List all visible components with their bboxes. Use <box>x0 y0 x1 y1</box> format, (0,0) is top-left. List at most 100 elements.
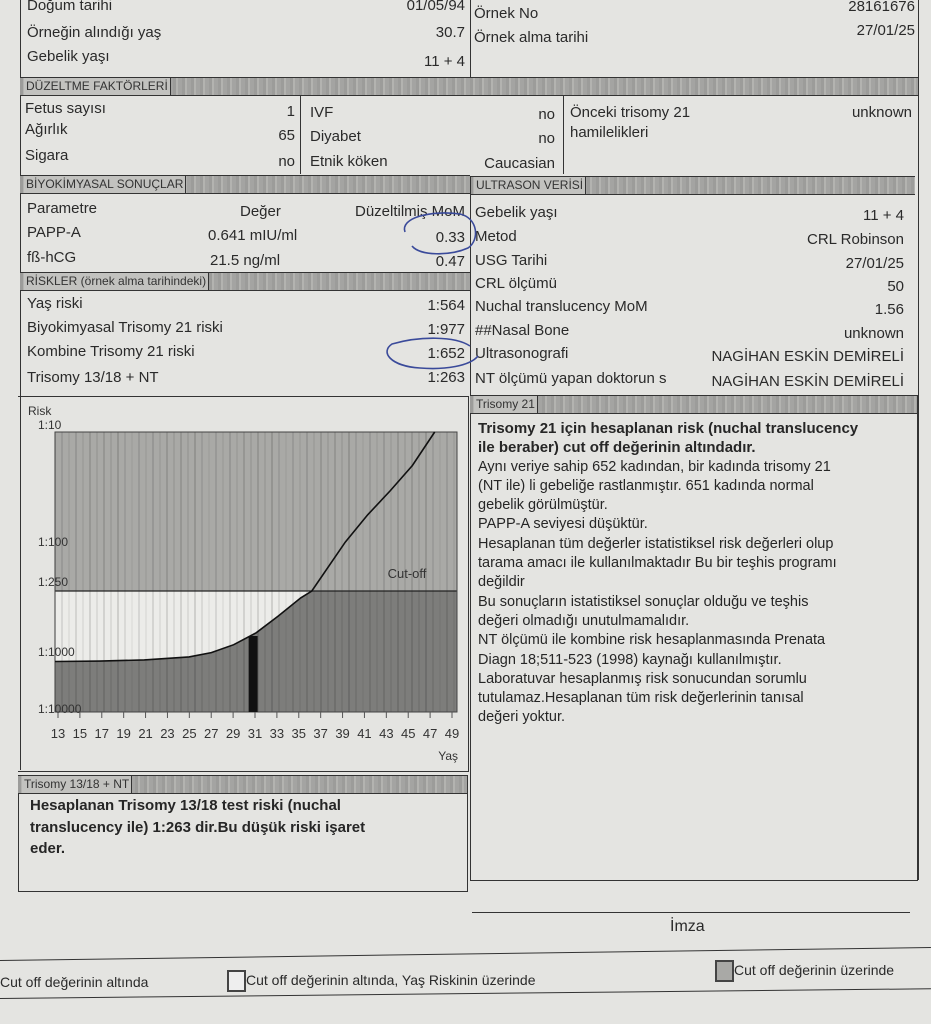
diabetes-label: Diyabet <box>310 128 361 145</box>
legend-top-line <box>0 947 931 961</box>
sample-no-value: 28161676 <box>848 0 915 15</box>
ethnicity-value: Caucasian <box>484 155 555 172</box>
x-tick-label: 43 <box>379 726 393 741</box>
t21-line: Laboratuvar hesaplanmış risk sonucundan … <box>478 670 807 687</box>
legend-below-cutoff: Cut off değerinin altında <box>0 974 149 990</box>
x-tick-label: 39 <box>335 726 349 741</box>
y-tick-label: 1:100 <box>38 535 68 549</box>
fetus-count-value: 1 <box>286 103 295 120</box>
t1318-section-header: Trisomy 13/18 + NT <box>18 775 467 794</box>
risks-section-header: RİSKLER (örnek alma tarihindeki) <box>20 272 470 291</box>
diabetes-value: no <box>538 130 555 147</box>
t1318-risk-value: 1:263 <box>427 369 465 386</box>
ultrasound-value: 50 <box>887 278 904 295</box>
t1318-text: Hesaplanan Trisomy 13/18 test riski (nuc… <box>30 795 365 860</box>
legend-below-cutoff-above-age: Cut off değerinin altında, Yaş Riskinin … <box>246 972 536 988</box>
x-tick-label: 13 <box>51 726 65 741</box>
y-axis-label: Risk <box>28 404 52 418</box>
t21-line: NT ölçümü ile kombine risk hesaplanmasın… <box>478 632 826 649</box>
age-risk-label: Yaş riski <box>27 295 83 312</box>
previous-t21-label-2: hamilelikleri <box>570 124 649 141</box>
ultrasound-label: Gebelik yaşı <box>475 204 558 221</box>
t21-line: değeri yoktur. <box>478 709 566 726</box>
t21-line: Bu sonuçların istatistiksel sonuçlar old… <box>478 593 809 610</box>
t21-text: Trisomy 21 için hesaplanan risk (nuchal … <box>478 419 858 728</box>
pen-annotations <box>386 212 479 370</box>
right-border <box>918 0 919 880</box>
t21-line: gebelik görülmüştür. <box>478 497 608 514</box>
fetus-count-label: Fetus sayısı <box>25 100 106 117</box>
t21-line: Diagn 18;511-523 (1998) kaynağı kullanıl… <box>478 651 782 668</box>
previous-t21-value: unknown <box>851 104 912 121</box>
x-tick-label: 25 <box>182 726 196 741</box>
mom-header: Düzeltilmiş MoM <box>354 203 465 220</box>
t21-line: Aynı veriye sahip 652 kadından, bir kadı… <box>478 458 831 475</box>
ultrasound-value: NAGİHAN ESKİN DEMİRELİ <box>711 373 904 390</box>
age-at-sample-value: 30.7 <box>435 24 465 41</box>
sample-no-label: Örnek No <box>474 5 539 22</box>
previous-t21-label: Önceki trisomy 21 <box>570 104 691 121</box>
x-axis-label: Yaş <box>438 749 458 763</box>
t21-title: Trisomy 21 <box>474 396 538 413</box>
y-tick-label: 1:1000 <box>38 645 75 659</box>
hcg-mom: 0.47 <box>435 253 465 270</box>
t21-line: (NT ile) li gebeliğe rastlanmıştır. 651 … <box>478 477 814 494</box>
biochem-section-header: BİYOKİMYASAL SONUÇLAR <box>20 175 470 194</box>
biochem-t21-risk-label: Biyokimyasal Trisomy 21 riski <box>27 319 223 336</box>
signature-line <box>472 912 910 913</box>
t21-box <box>470 395 918 881</box>
y-tick-label: 1:10000 <box>38 702 82 716</box>
ultrasound-label: NT ölçümü yapan doktorun s <box>475 370 667 387</box>
t21-bold-line: ile beraber) cut off değerinin altındadı… <box>478 439 756 457</box>
t21-bold-line: Trisomy 21 için hesaplanan risk (nuchal … <box>478 420 859 437</box>
x-tick-label: 45 <box>401 726 415 741</box>
x-tick-label: 23 <box>160 726 174 741</box>
ultrasound-label: ##Nasal Bone <box>475 322 570 339</box>
x-tick-label: 37 <box>313 726 327 741</box>
birth-date-value: 01/05/94 <box>406 0 465 14</box>
pappa-label: PAPP-A <box>27 224 81 241</box>
ultrasound-section-header: ULTRASON VERİSİ <box>470 176 915 195</box>
x-tick-label: 35 <box>292 726 306 741</box>
birth-date-label: Doğum tarihi <box>27 0 113 14</box>
t21-line: tarama amacı ile kullanılmaktadır Bu bir… <box>478 555 837 572</box>
pappa-mom: 0.33 <box>435 229 465 246</box>
ultrasound-label: Metod <box>475 228 517 245</box>
weight-label: Ağırlık <box>25 121 68 138</box>
t21-line: Hesaplanan tüm değerler istatistiksel ri… <box>478 535 834 552</box>
t21-line: değildir <box>478 574 525 591</box>
ultrasound-value: NAGİHAN ESKİN DEMİRELİ <box>711 348 904 365</box>
correction-section-header: DÜZELTME FAKTÖRLERİ <box>20 77 918 96</box>
age-at-sample-label: Örneğin alındığı yaş <box>27 24 162 41</box>
t1318-line: eder. <box>30 840 66 857</box>
combined-t21-risk-value: 1:652 <box>427 345 465 362</box>
x-tick-label: 41 <box>357 726 371 741</box>
hcg-value: 21.5 ng/ml <box>210 252 281 269</box>
legend-swatch-white <box>227 970 246 992</box>
ultrasound-value: CRL Robinson <box>807 231 904 248</box>
legend-swatch-grey <box>715 960 734 982</box>
y-tick-label: 1:10 <box>38 418 62 432</box>
pappa-value: 0.641 mIU/ml <box>208 227 298 244</box>
t21-line: değeri olmadığı unutulmamalıdır. <box>478 612 690 629</box>
ultrasound-value: 1.56 <box>874 301 904 318</box>
sample-date-value: 27/01/25 <box>856 22 915 39</box>
t21-line: tutulamaz.Hesaplanan tüm risk değerlerin… <box>478 690 804 707</box>
ultrasound-value: unknown <box>843 325 904 342</box>
patient-marker <box>248 636 258 712</box>
risk-chart-box <box>18 396 469 772</box>
smoking-value: no <box>278 153 295 170</box>
x-tick-label: 15 <box>73 726 87 741</box>
ultrasound-title: ULTRASON VERİSİ <box>474 177 587 194</box>
left-border <box>20 0 21 770</box>
x-tick-label: 47 <box>423 726 437 741</box>
x-tick-label: 49 <box>445 726 459 741</box>
param-header: Parametre <box>27 200 98 217</box>
ultrasound-label: USG Tarihi <box>475 252 548 269</box>
above-cutoff-zone <box>55 432 457 591</box>
combined-t21-risk-label: Kombine Trisomy 21 riski <box>27 343 195 360</box>
x-tick-label: 19 <box>116 726 130 741</box>
x-tick-label: 31 <box>248 726 262 741</box>
divider <box>470 176 471 396</box>
